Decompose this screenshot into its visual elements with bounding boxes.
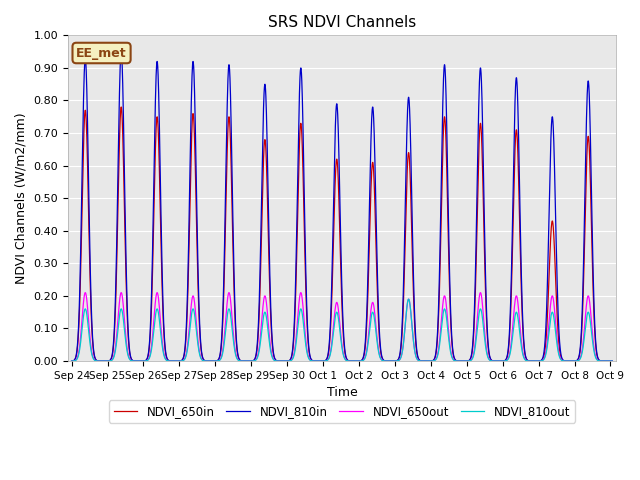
NDVI_810out — [594, 358, 602, 363]
NDVI_810in — [343, 357, 351, 362]
NDVI_650out — [477, 290, 484, 296]
NDVI_650out — [68, 358, 76, 364]
NDVI_650out — [607, 358, 614, 364]
NDVI_810out — [68, 358, 76, 364]
Legend: NDVI_650in, NDVI_810in, NDVI_650out, NDVI_810out: NDVI_650in, NDVI_810in, NDVI_650out, NDV… — [109, 400, 575, 422]
NDVI_650out — [544, 335, 552, 340]
NDVI_650in — [478, 140, 486, 145]
NDVI_650in — [594, 356, 602, 361]
NDVI_650out — [333, 300, 341, 306]
NDVI_650in — [343, 357, 351, 363]
NDVI_810in — [117, 49, 125, 55]
NDVI_810in — [609, 358, 616, 364]
NDVI_650in — [607, 358, 614, 364]
NDVI_810in — [607, 358, 614, 364]
NDVI_650in — [600, 358, 607, 364]
X-axis label: Time: Time — [326, 386, 357, 399]
NDVI_810in — [333, 108, 341, 114]
Y-axis label: NDVI Channels (W/m2/mm): NDVI Channels (W/m2/mm) — [15, 112, 28, 284]
NDVI_650in — [333, 162, 341, 168]
NDVI_810in — [594, 355, 602, 360]
NDVI_650in — [68, 358, 76, 364]
NDVI_810in — [544, 270, 552, 276]
Line: NDVI_810in: NDVI_810in — [72, 52, 612, 361]
NDVI_650out — [478, 295, 486, 301]
NDVI_810in — [68, 358, 76, 364]
NDVI_650out — [343, 358, 351, 363]
NDVI_650out — [600, 358, 607, 364]
Title: SRS NDVI Channels: SRS NDVI Channels — [268, 15, 416, 30]
NDVI_810out — [609, 358, 616, 364]
NDVI_650in — [609, 358, 616, 364]
NDVI_650out — [609, 358, 616, 364]
NDVI_810in — [600, 358, 607, 364]
Line: NDVI_650in: NDVI_650in — [72, 107, 612, 361]
NDVI_810out — [478, 310, 486, 316]
NDVI_810out — [607, 358, 614, 364]
Line: NDVI_650out: NDVI_650out — [72, 293, 612, 361]
NDVI_810out — [544, 341, 552, 347]
NDVI_650in — [544, 308, 552, 313]
NDVI_810out — [333, 310, 341, 316]
NDVI_650in — [117, 104, 125, 110]
Text: EE_met: EE_met — [76, 47, 127, 60]
NDVI_810in — [478, 89, 486, 95]
Line: NDVI_810out: NDVI_810out — [72, 299, 612, 361]
NDVI_810out — [405, 296, 413, 302]
NDVI_650out — [594, 358, 602, 363]
NDVI_810out — [600, 358, 607, 364]
NDVI_810out — [343, 358, 351, 363]
